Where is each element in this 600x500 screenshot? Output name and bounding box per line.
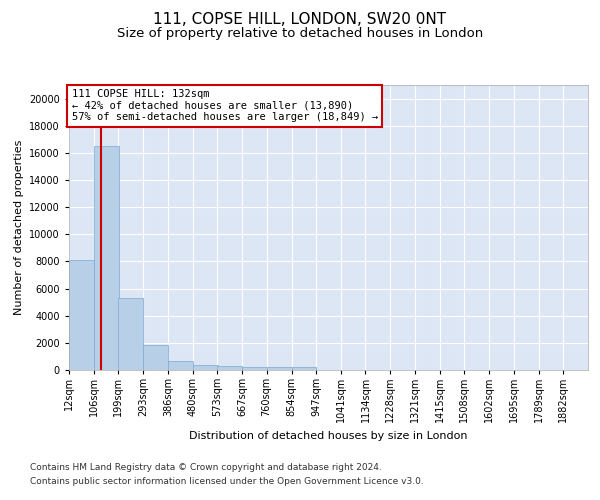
Bar <box>69 260 94 370</box>
Text: 111, COPSE HILL, LONDON, SW20 0NT: 111, COPSE HILL, LONDON, SW20 0NT <box>154 12 446 28</box>
Bar <box>143 345 168 370</box>
Bar <box>266 367 292 370</box>
Bar <box>217 366 242 370</box>
Bar <box>292 368 316 370</box>
Bar <box>168 360 193 370</box>
Bar <box>118 298 143 370</box>
Text: Size of property relative to detached houses in London: Size of property relative to detached ho… <box>117 28 483 40</box>
Bar <box>242 367 267 370</box>
Bar <box>94 146 119 370</box>
Text: Contains public sector information licensed under the Open Government Licence v3: Contains public sector information licen… <box>30 477 424 486</box>
Y-axis label: Number of detached properties: Number of detached properties <box>14 140 23 315</box>
Text: Contains HM Land Registry data © Crown copyright and database right 2024.: Contains HM Land Registry data © Crown c… <box>30 464 382 472</box>
Text: 111 COPSE HILL: 132sqm
← 42% of detached houses are smaller (13,890)
57% of semi: 111 COPSE HILL: 132sqm ← 42% of detached… <box>71 90 378 122</box>
X-axis label: Distribution of detached houses by size in London: Distribution of detached houses by size … <box>189 431 468 441</box>
Bar <box>193 365 218 370</box>
